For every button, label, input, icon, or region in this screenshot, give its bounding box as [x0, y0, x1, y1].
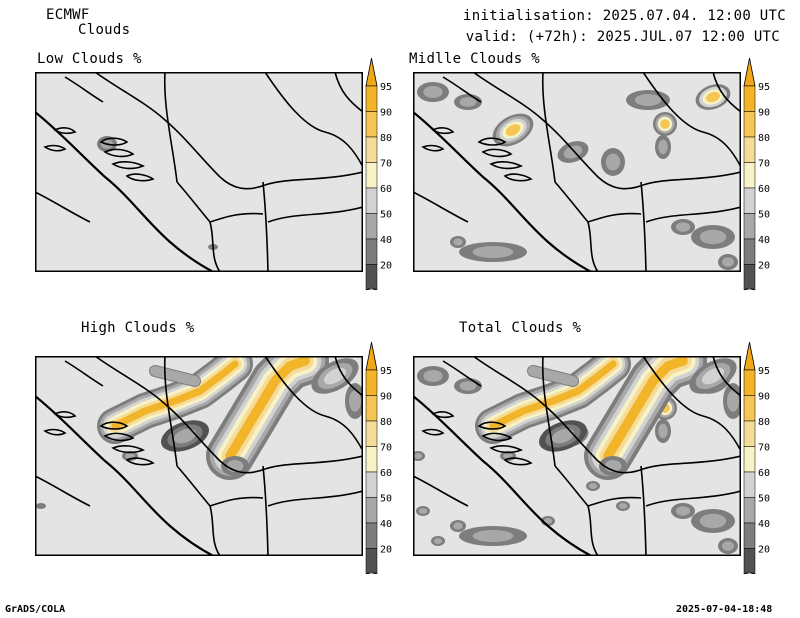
- svg-text:70: 70: [758, 443, 770, 454]
- panel-title-total: Total Clouds %: [459, 320, 582, 336]
- svg-text:95: 95: [380, 366, 392, 377]
- svg-text:95: 95: [758, 366, 770, 377]
- svg-text:95: 95: [380, 82, 392, 93]
- footer-grads-label: GrADS/COLA: [5, 604, 66, 615]
- svg-text:50: 50: [758, 494, 770, 505]
- product-name: Clouds: [78, 22, 131, 38]
- svg-text:90: 90: [380, 392, 392, 403]
- svg-text:90: 90: [380, 108, 392, 119]
- svg-text:90: 90: [758, 108, 770, 119]
- svg-text:80: 80: [758, 133, 770, 144]
- svg-text:60: 60: [380, 184, 392, 195]
- svg-text:60: 60: [380, 468, 392, 479]
- svg-text:60: 60: [758, 184, 770, 195]
- initialisation-text: initialisation: 2025.07.04. 12:00 UTC: [463, 8, 786, 24]
- map-high-clouds: [35, 356, 363, 556]
- colorbar-bottom-left: 95 90 80 70 60 50 40 20: [364, 341, 398, 578]
- svg-text:80: 80: [380, 133, 392, 144]
- svg-text:20: 20: [758, 545, 770, 556]
- svg-text:50: 50: [758, 210, 770, 221]
- panel-title-high: High Clouds %: [81, 320, 195, 336]
- svg-text:50: 50: [380, 494, 392, 505]
- svg-text:60: 60: [758, 468, 770, 479]
- svg-text:80: 80: [758, 417, 770, 428]
- svg-text:70: 70: [758, 159, 770, 170]
- panel-title-low: Low Clouds %: [37, 51, 142, 67]
- svg-text:20: 20: [758, 261, 770, 272]
- svg-text:50: 50: [380, 210, 392, 221]
- colorbar-bottom-right: 95 90 80 70 60 50 40 20: [742, 341, 776, 578]
- model-name: ECMWF: [46, 7, 90, 23]
- svg-text:40: 40: [380, 519, 392, 530]
- svg-text:40: 40: [380, 235, 392, 246]
- svg-text:20: 20: [380, 261, 392, 272]
- svg-text:40: 40: [758, 235, 770, 246]
- footer-timestamp: 2025-07-04-18:48: [676, 604, 773, 615]
- svg-text:70: 70: [380, 159, 392, 170]
- colorbar-top-left: 95 90 80 70 60 50 40 20: [364, 57, 398, 294]
- map-middle-clouds: [413, 72, 741, 272]
- svg-text:95: 95: [758, 82, 770, 93]
- svg-text:70: 70: [380, 443, 392, 454]
- svg-text:80: 80: [380, 417, 392, 428]
- panel-title-middle: Midlle Clouds %: [409, 51, 540, 67]
- map-total-clouds: [413, 356, 741, 556]
- valid-time-text: valid: (+72h): 2025.JUL.07 12:00 UTC: [465, 29, 780, 45]
- map-low-clouds: [35, 72, 363, 272]
- svg-text:90: 90: [758, 392, 770, 403]
- colorbar-top-right: 95 90 80 70 60 50 40 20: [742, 57, 776, 294]
- svg-text:40: 40: [758, 519, 770, 530]
- svg-text:20: 20: [380, 545, 392, 556]
